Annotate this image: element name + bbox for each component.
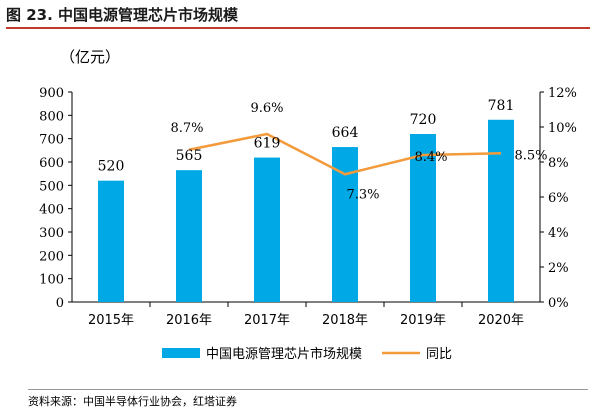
legend-bar-label: 中国电源管理芯片市场规模: [206, 346, 362, 362]
right-tick-label: 2%: [548, 261, 569, 276]
line-value-label: 8.5%: [514, 148, 547, 163]
data-labels: 520 565 619 664 720 781 8.7% 9.6% 7.3% 8.4% 8.5%: [98, 98, 548, 202]
bar-series: [98, 119, 514, 303]
left-tick-label: 0: [56, 296, 64, 311]
left-tick-label: 400: [39, 203, 64, 218]
bar: [410, 134, 436, 302]
bar-value-label: 520: [98, 159, 125, 175]
left-tick-label: 500: [39, 179, 64, 194]
left-tick-label: 900: [39, 86, 64, 101]
left-tick-label: 300: [39, 226, 64, 241]
right-tick-label: 12%: [548, 86, 577, 101]
x-tick-label: 2020年: [478, 313, 524, 328]
legend-bar-swatch: [162, 348, 200, 358]
x-tick-label: 2017年: [244, 313, 290, 328]
bar: [254, 157, 280, 302]
right-tick-label: 0%: [548, 296, 569, 311]
axes: 0 100 200 300 400 500 600 700 800 900 0% 2% 4% 6% 8% 10…: [39, 86, 577, 328]
bar-value-label: 565: [176, 148, 203, 164]
bar-value-label: 664: [332, 125, 359, 141]
left-tick-label: 700: [39, 133, 64, 148]
line-value-label: 8.4%: [414, 150, 447, 165]
left-tick-label: 100: [39, 273, 64, 288]
bar-value-label: 619: [254, 136, 281, 152]
right-tick-label: 6%: [548, 191, 569, 206]
line-series: [188, 132, 502, 176]
left-tick-label: 200: [39, 249, 64, 264]
x-tick-label: 2015年: [88, 313, 134, 328]
bar: [98, 180, 124, 302]
legend-line-label: 同比: [426, 347, 452, 362]
line-value-label: 8.7%: [170, 121, 203, 136]
x-tick-label: 2019年: [400, 313, 446, 328]
right-tick-label: 4%: [548, 226, 569, 241]
line-value-label: 7.3%: [346, 187, 379, 202]
bar-value-label: 781: [488, 98, 515, 114]
legend: 中国电源管理芯片市场规模 同比: [162, 346, 452, 362]
figure-title: 图 23. 中国电源管理芯片市场规模: [6, 5, 590, 29]
bar: [176, 170, 202, 302]
line-value-label: 9.6%: [250, 101, 283, 116]
unit-label: （亿元）: [60, 48, 121, 66]
left-tick-label: 800: [39, 109, 64, 124]
right-tick-label: 8%: [548, 156, 569, 171]
left-tick-label: 600: [39, 156, 64, 171]
bar: [488, 119, 514, 303]
right-tick-label: 10%: [548, 121, 577, 136]
x-tick-label: 2016年: [166, 313, 212, 328]
source-note: 资料来源：中国半导体行业协会，红塔证券: [28, 389, 588, 409]
yoy-line: [188, 132, 502, 176]
x-tick-label: 2018年: [322, 313, 368, 328]
bar-value-label: 720: [410, 112, 437, 128]
